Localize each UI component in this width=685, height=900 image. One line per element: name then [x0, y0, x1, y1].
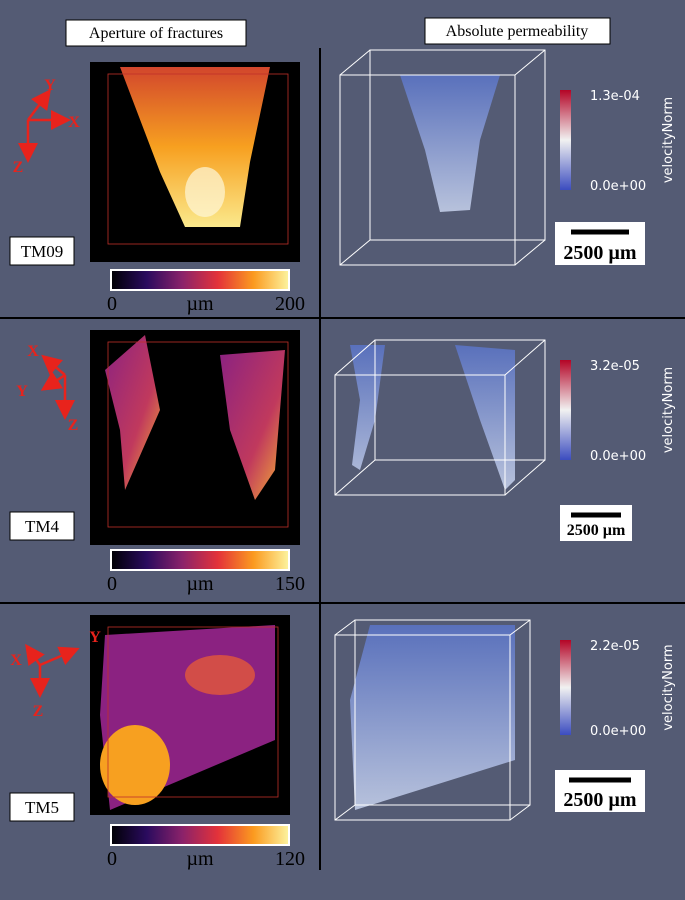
velocity-title: velocityNorm	[661, 644, 676, 730]
velocity-min: 0.0e+00	[590, 179, 646, 194]
velocity-title: velocityNorm	[661, 97, 676, 183]
axis-label: Y	[44, 77, 56, 94]
scale-box	[555, 770, 645, 812]
sample-label: TM09	[21, 242, 64, 261]
fracture-core	[185, 167, 225, 217]
scale-box	[555, 222, 645, 265]
velocity-max: 1.3e-04	[590, 89, 640, 104]
header-right: Absolute permeability	[446, 23, 589, 40]
axis-label: X	[27, 343, 39, 360]
scale-label: 2500 µm	[563, 242, 637, 264]
aperture-colorbar	[110, 269, 290, 291]
fracture	[105, 335, 160, 490]
colorbar-min: 0	[107, 293, 117, 315]
axis-label: Y	[89, 629, 101, 646]
colorbar-unit: µm	[186, 848, 214, 870]
velocity-max: 3.2e-05	[590, 359, 640, 374]
bounding-box	[107, 73, 289, 245]
colorbar-unit: µm	[186, 573, 214, 595]
sample-box	[9, 236, 75, 266]
sample-box	[9, 511, 75, 541]
bounding-box	[107, 341, 289, 528]
scale-label: 2500 µm	[563, 789, 637, 811]
scale-label: 2500 µm	[567, 522, 626, 539]
wireframe	[339, 49, 546, 266]
colorbar-max: 150	[275, 573, 305, 595]
header-box	[65, 19, 247, 47]
fracture-bright	[100, 725, 170, 805]
velocity-colorbar	[560, 360, 571, 460]
colorbar-min: 0	[107, 848, 117, 870]
colorbar-unit: µm	[186, 293, 214, 315]
sample-label: TM5	[25, 798, 59, 817]
axis-label: X	[10, 652, 22, 669]
header-left: Aperture of fractures	[89, 25, 223, 42]
fracture	[220, 350, 285, 500]
fracture-bright	[185, 655, 255, 695]
axis-label: Z	[33, 703, 44, 720]
colorbar-max: 200	[275, 293, 305, 315]
scale-box	[560, 505, 632, 541]
velocity-colorbar	[560, 90, 571, 190]
aperture-colorbar	[110, 549, 290, 571]
colorbar-max: 120	[275, 848, 305, 870]
axis-label: Y	[16, 383, 28, 400]
flow-lines	[400, 75, 500, 212]
velocity-min: 0.0e+00	[590, 724, 646, 739]
flow-lines	[350, 625, 515, 810]
axis-label: Z	[13, 159, 24, 176]
axis-label: X	[68, 114, 80, 131]
sample-label: TM4	[25, 517, 60, 536]
axis-arrow	[40, 371, 66, 391]
axis-arrow	[26, 88, 51, 121]
aperture-colorbar	[110, 824, 290, 846]
bounding-box	[107, 626, 279, 798]
wireframe	[334, 339, 546, 496]
velocity-max: 2.2e-05	[590, 639, 640, 654]
header-box	[424, 17, 611, 45]
flow-lines	[350, 345, 515, 490]
axis-arrow	[39, 646, 80, 667]
velocity-title: velocityNorm	[661, 367, 676, 453]
velocity-colorbar	[560, 640, 571, 735]
fracture	[120, 67, 270, 227]
colorbar-min: 0	[107, 573, 117, 595]
axis-arrow	[25, 643, 45, 667]
axis-label: Z	[68, 417, 79, 434]
velocity-min: 0.0e+00	[590, 449, 646, 464]
sample-box	[9, 792, 75, 822]
wireframe	[334, 619, 531, 821]
